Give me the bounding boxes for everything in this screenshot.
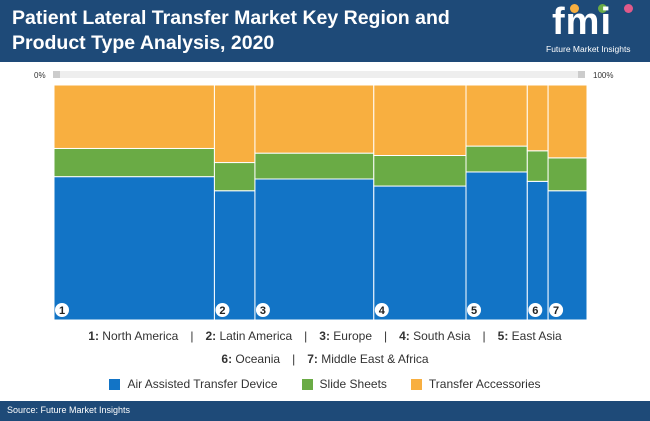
region-legend-item: 2: Latin America xyxy=(205,329,292,343)
region-badge-circle-4 xyxy=(374,303,389,317)
bar-segment-6-series-3 xyxy=(526,84,549,152)
series-legend-item-3: Transfer Accessories xyxy=(410,377,541,391)
region-badge-label-2: 2 xyxy=(219,305,225,317)
region-legend-row-1: 1: North America | 2: Latin America | 3: Eur… xyxy=(0,329,650,343)
bar-segment-4-series-3 xyxy=(373,84,467,156)
region-badge-6: 6 xyxy=(528,303,543,317)
legend-separator: | xyxy=(292,352,296,366)
region-badge-circle-7 xyxy=(549,303,564,317)
series-legend-swatch xyxy=(410,378,422,390)
region-number: 7: xyxy=(307,352,318,366)
region-badge-label-1: 1 xyxy=(59,305,65,317)
region-badge-7: 7 xyxy=(549,303,564,317)
region-badge-4: 4 xyxy=(374,303,389,317)
region-legend-row-2: 6: Oceania | 7: Middle East & Africa xyxy=(0,352,650,366)
region-name: Middle East & Africa xyxy=(317,352,429,366)
bar-segment-2-series-3 xyxy=(213,84,256,164)
region-badge-3: 3 xyxy=(255,303,270,317)
bar-segment-3-series-3 xyxy=(254,84,375,154)
region-badge-label-3: 3 xyxy=(260,305,266,317)
source-text: Source: Future Market Insights xyxy=(7,405,131,415)
region-name: North America xyxy=(98,329,179,343)
axis-right-label: 100% xyxy=(593,71,614,80)
series-legend-item-2: Slide Sheets xyxy=(301,377,387,391)
region-name: Oceania xyxy=(232,352,281,366)
bar-segment-1-series-3 xyxy=(53,84,215,149)
region-badge-circle-6 xyxy=(528,303,543,317)
series-legend-swatch xyxy=(301,378,313,390)
series-legend-label: Air Assisted Transfer Device xyxy=(127,377,278,391)
region-badge-5: 5 xyxy=(467,303,482,317)
bar-segment-7-series-1 xyxy=(547,190,588,321)
fmi-logo: fmi Future Market Insights xyxy=(540,1,646,58)
region-badge-circle-5 xyxy=(467,303,482,317)
bar-segment-7-series-2 xyxy=(547,157,588,192)
region-number: 1: xyxy=(88,329,99,343)
header-banner: Patient Lateral Transfer Market Key Regi… xyxy=(0,0,650,62)
logo-dot-green xyxy=(598,4,607,13)
bar-segment-4-series-1 xyxy=(373,185,467,321)
bar-segment-7-series-3 xyxy=(547,84,588,159)
region-legend-item: 1: North America xyxy=(88,329,178,343)
logo-dot-orange xyxy=(570,4,579,13)
region-badge-label-4: 4 xyxy=(379,305,386,317)
series-legend-swatch xyxy=(109,378,121,390)
region-badge-circle-1 xyxy=(55,303,69,317)
bar-segment-5-series-2 xyxy=(465,145,528,173)
legend-separator: | xyxy=(190,329,194,343)
chart-title: Patient Lateral Transfer Market Key Regi… xyxy=(12,7,450,54)
region-badge-label-5: 5 xyxy=(471,305,477,317)
bar-segment-3-series-1 xyxy=(254,178,375,321)
logo-letters: fmi xyxy=(552,1,612,43)
bar-segment-4-series-2 xyxy=(373,155,467,187)
axis-start-marker xyxy=(53,71,60,78)
region-badge-2: 2 xyxy=(215,303,230,317)
region-legend-item: 6: Oceania xyxy=(221,352,280,366)
series-legend: Air Assisted Transfer Device Slide Sheets… xyxy=(0,377,650,391)
region-name: East Asia xyxy=(508,329,562,343)
region-number: 6: xyxy=(221,352,233,366)
region-legend-item: 5: East Asia xyxy=(498,329,562,343)
region-name: South Asia xyxy=(409,329,471,343)
legend-separator: | xyxy=(384,329,388,343)
region-number: 2: xyxy=(205,329,217,343)
series-legend-item-1: Air Assisted Transfer Device xyxy=(109,377,278,391)
region-badge-circle-3 xyxy=(255,303,270,317)
axis-track xyxy=(55,71,585,78)
region-badge-circle-2 xyxy=(215,303,230,317)
logo-subtitle: Future Market Insights xyxy=(546,44,631,54)
bar-segment-2-series-1 xyxy=(213,190,256,321)
bar-segment-6-series-1 xyxy=(526,180,549,321)
logo-dot-pink xyxy=(624,4,633,13)
region-name: Latin America xyxy=(216,329,293,343)
bar-segment-1-series-1 xyxy=(53,176,215,321)
region-legend-item: 3: Europe xyxy=(319,329,372,343)
bar-segment-5-series-3 xyxy=(465,84,528,147)
bar-segment-1-series-2 xyxy=(53,147,215,178)
bar-segment-5-series-1 xyxy=(465,171,528,321)
axis-end-marker xyxy=(578,71,585,78)
bar-segment-6-series-2 xyxy=(526,150,549,182)
marimekko-chart: 1 2 3 4 5 6 7 xyxy=(53,84,588,321)
region-badge-1: 1 xyxy=(55,303,69,317)
region-number: 4: xyxy=(399,329,410,343)
series-legend-label: Transfer Accessories xyxy=(428,377,541,391)
region-badge-label-6: 6 xyxy=(532,305,538,317)
series-legend-label: Slide Sheets xyxy=(319,377,387,391)
region-number: 5: xyxy=(497,329,509,343)
region-legend-item: 7: Middle East & Africa xyxy=(307,352,428,366)
region-number: 3: xyxy=(319,329,330,343)
region-name: Europe xyxy=(329,329,372,343)
footer-bar: Source: Future Market Insights xyxy=(0,401,650,421)
region-badge-label-7: 7 xyxy=(553,305,559,317)
legend-separator: | xyxy=(304,329,308,343)
axis-left-label: 0% xyxy=(34,71,46,80)
region-legend-item: 4: South Asia xyxy=(399,329,470,343)
legend-separator: | xyxy=(482,329,486,343)
bar-segment-2-series-2 xyxy=(213,162,256,192)
bar-segment-3-series-2 xyxy=(254,152,375,180)
